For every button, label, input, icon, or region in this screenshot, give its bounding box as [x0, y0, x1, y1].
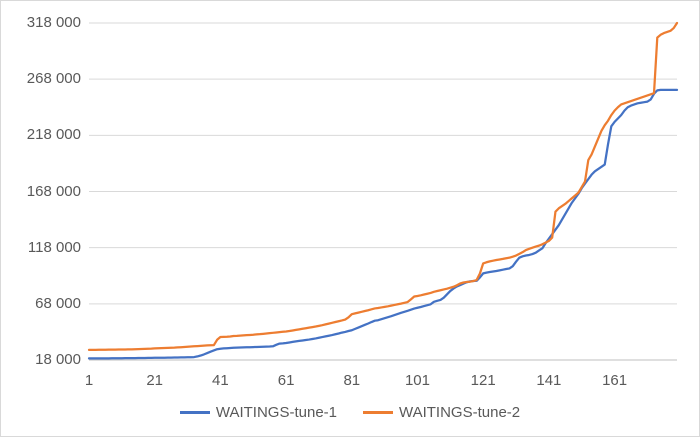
y-tick-label: 318 000	[26, 14, 81, 31]
y-tick-label: 18 000	[35, 351, 81, 368]
x-tick-label: 141	[536, 372, 562, 389]
y-tick-label: 68 000	[35, 294, 81, 312]
x-tick-label: 21	[146, 372, 164, 389]
x-tick-label: 41	[212, 372, 229, 389]
series-line-WAITINGS-tune-1	[87, 88, 679, 360]
legend-item-tune-2: WAITINGS-tune-2	[363, 404, 520, 421]
x-tick-label: 1	[84, 372, 94, 389]
x-tick-label: 121	[470, 372, 496, 389]
y-tick-label: 268 000	[26, 70, 81, 88]
legend-item-tune-1: WAITINGS-tune-1	[179, 404, 337, 421]
legend-swatch-tune-2-icon	[363, 411, 393, 414]
x-tick-label: 61	[277, 372, 295, 389]
y-tick-label: 218 000	[26, 126, 81, 144]
legend-label-tune-2: WAITINGS-tune-2	[399, 404, 521, 421]
series-line-WAITINGS-tune-2	[87, 21, 679, 352]
y-tick-label: 118 000	[27, 238, 81, 256]
legend-label-tune-1: WAITINGS-tune-1	[215, 404, 337, 421]
y-tick-label: 168 000	[26, 182, 81, 200]
x-tick-label: 161	[602, 372, 628, 389]
x-tick-label: 101	[404, 372, 430, 389]
x-tick-label: 81	[343, 372, 361, 389]
legend: WAITINGS-tune-1 WAITINGS-tune-2	[1, 404, 699, 421]
legend-swatch-tune-1-icon	[179, 411, 210, 414]
